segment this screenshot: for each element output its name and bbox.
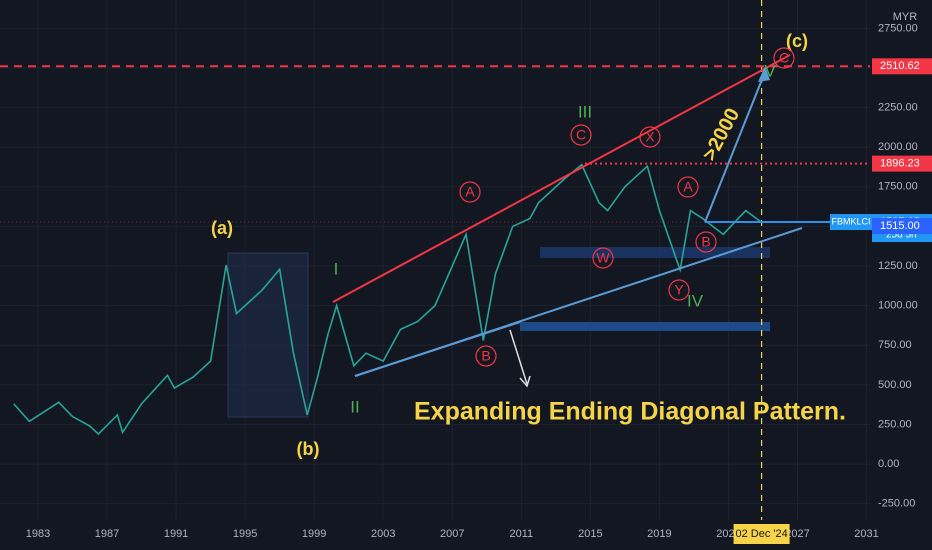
price-box bbox=[872, 58, 932, 75]
wave-circle bbox=[459, 181, 481, 203]
x-tick-label: 1999 bbox=[302, 528, 326, 540]
wave-label: Y bbox=[674, 282, 684, 298]
wave-label: W bbox=[596, 250, 610, 266]
price-label: 1896.23 bbox=[880, 158, 920, 170]
y-tick-label: 2750.00 bbox=[878, 22, 918, 34]
date-label: 02 Dec '24 bbox=[735, 528, 787, 540]
x-tick-label: 2003 bbox=[371, 528, 395, 540]
wave-label: I bbox=[334, 259, 339, 278]
wave-label: III bbox=[578, 102, 592, 121]
wave-circle bbox=[773, 47, 795, 69]
wave-label: V bbox=[764, 61, 776, 80]
wave-label: A bbox=[465, 184, 475, 200]
wave-label: (c) bbox=[786, 31, 808, 51]
countdown-label: 25d 5h bbox=[886, 230, 917, 241]
price-box bbox=[872, 155, 932, 172]
y-tick-label: 250.00 bbox=[878, 418, 912, 430]
x-tick-label: 2019 bbox=[647, 528, 671, 540]
x-tick-label: 2027 bbox=[785, 528, 809, 540]
price-line bbox=[13, 163, 762, 436]
price-axis bbox=[872, 0, 932, 550]
y-tick-label: 1750.00 bbox=[878, 181, 918, 193]
y-tick-label: 0.00 bbox=[878, 458, 899, 470]
pattern-label: Expanding Ending Diagonal Pattern. bbox=[414, 398, 846, 426]
support-line bbox=[354, 321, 521, 377]
price-label: 2510.62 bbox=[880, 60, 920, 72]
x-tick-label: 1991 bbox=[164, 528, 188, 540]
wave-label: IV bbox=[687, 291, 704, 310]
wave-circle bbox=[695, 231, 717, 253]
price-box bbox=[872, 218, 932, 235]
date-box bbox=[733, 524, 790, 544]
zone-bar bbox=[540, 247, 770, 258]
y-tick-label: 1000.00 bbox=[878, 300, 918, 312]
wave-label: B bbox=[481, 348, 490, 364]
wave-label: C bbox=[779, 50, 789, 66]
symbol-label: FBMKLCI bbox=[831, 216, 870, 226]
x-tick-label: 2031 bbox=[854, 528, 878, 540]
wave-label: II bbox=[350, 397, 359, 416]
wave-circle bbox=[677, 176, 699, 198]
x-tick-label: 1983 bbox=[26, 528, 50, 540]
wave-label: C bbox=[576, 127, 586, 143]
y-tick-label: 2250.00 bbox=[878, 101, 918, 113]
y-tick-label: -250.00 bbox=[878, 498, 915, 510]
y-tick-label: 1250.00 bbox=[878, 260, 918, 272]
price-label: 1515.00 bbox=[880, 220, 920, 232]
x-tick-label: 2007 bbox=[440, 528, 464, 540]
x-tick-label: 1995 bbox=[233, 528, 257, 540]
wave-circle bbox=[475, 345, 497, 367]
target-arrow bbox=[704, 71, 766, 223]
wave-circle bbox=[570, 124, 592, 146]
x-tick-label: 2015 bbox=[578, 528, 602, 540]
y-tick-label: 2000.00 bbox=[878, 141, 918, 153]
wave-label: X bbox=[645, 129, 655, 145]
wave-label: B bbox=[701, 234, 710, 250]
x-tick-label: 2011 bbox=[509, 528, 533, 540]
currency-label: MYR bbox=[893, 11, 918, 23]
pointer-arrow bbox=[509, 329, 528, 385]
wave-circle bbox=[639, 126, 661, 148]
wave-label: (a) bbox=[211, 218, 233, 238]
zone-bar bbox=[520, 322, 770, 331]
resistance-line bbox=[332, 54, 791, 303]
range-box bbox=[227, 252, 309, 418]
y-tick-label: 750.00 bbox=[878, 339, 912, 351]
wave-circle bbox=[592, 247, 614, 269]
x-tick-label: 1987 bbox=[95, 528, 119, 540]
wave-label: (b) bbox=[297, 439, 320, 459]
wave-circle bbox=[668, 279, 690, 301]
arrow-head bbox=[519, 375, 531, 388]
arrow-head bbox=[758, 66, 770, 82]
symbol-box bbox=[830, 214, 872, 231]
wave-label: A bbox=[683, 179, 693, 195]
y-tick-label: 500.00 bbox=[878, 379, 912, 391]
